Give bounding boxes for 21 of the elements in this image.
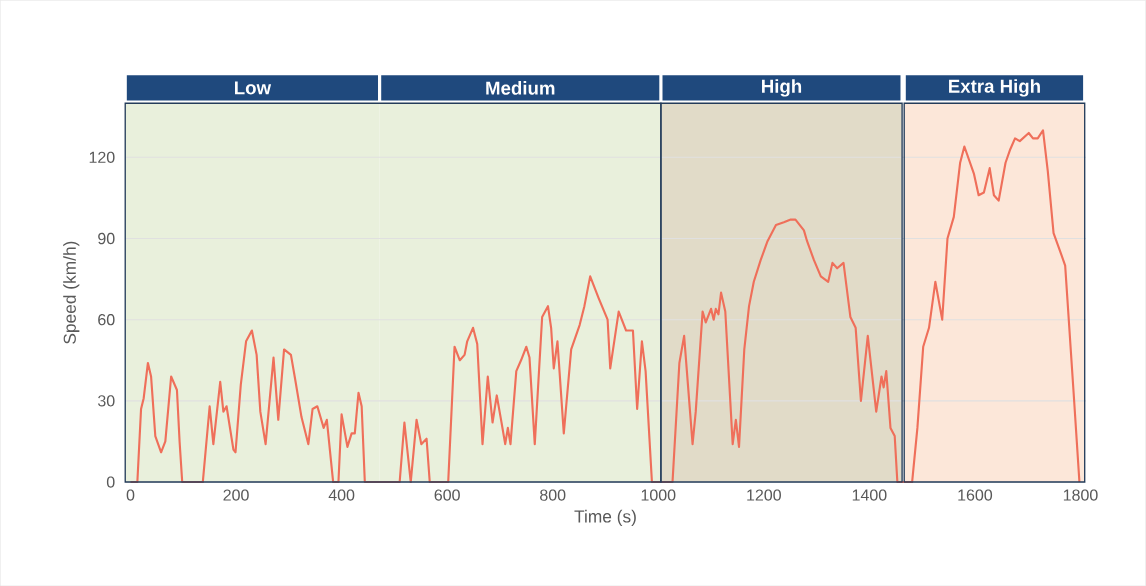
y-tick-label: 60 xyxy=(98,313,115,326)
band-label: Medium xyxy=(486,80,555,95)
band-label: Low xyxy=(235,81,272,95)
x-tick-label: 1800 xyxy=(1063,489,1098,501)
y-tick-label: 120 xyxy=(89,151,115,163)
y-axis-title: Speed (km/h) xyxy=(63,241,80,344)
x-tick-label: 800 xyxy=(540,489,566,501)
band-label: Extra High xyxy=(949,79,1040,97)
y-tick-label: 30 xyxy=(98,395,115,407)
x-tick-label: 200 xyxy=(223,489,249,501)
x-tick-label: 600 xyxy=(434,489,460,501)
x-tick-label: 400 xyxy=(328,489,355,501)
y-tick-label: 90 xyxy=(98,232,115,245)
band-label: High xyxy=(762,79,802,97)
x-tick-label: 0 xyxy=(126,489,135,501)
x-axis-title: Time (s) xyxy=(574,509,636,526)
x-tick-label: 1000 xyxy=(641,489,676,501)
y-tick-label: 0 xyxy=(106,476,115,488)
x-tick-label: 1600 xyxy=(958,489,993,501)
x-tick-label: 1200 xyxy=(747,489,781,501)
x-tick-label: 1400 xyxy=(852,489,887,501)
